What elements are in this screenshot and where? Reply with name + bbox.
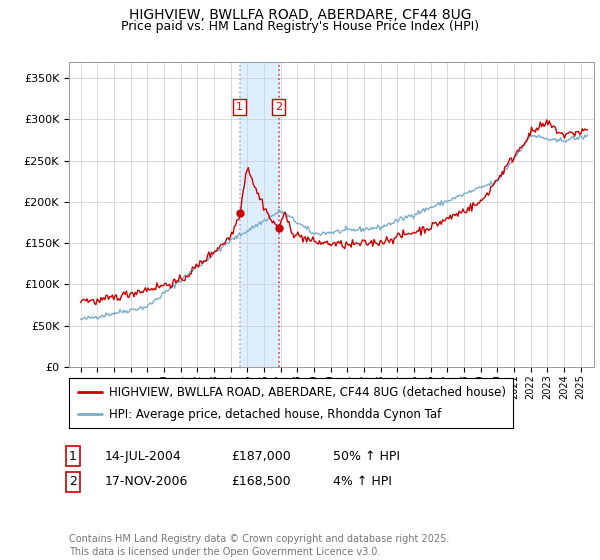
Bar (239, 62, 278, 367)
Text: £187,000: £187,000 (231, 450, 291, 463)
Text: 1: 1 (236, 102, 243, 112)
Text: Contains HM Land Registry data © Crown copyright and database right 2025.
This d: Contains HM Land Registry data © Crown c… (69, 534, 449, 557)
Text: £168,500: £168,500 (231, 475, 290, 488)
Text: 50% ↑ HPI: 50% ↑ HPI (333, 450, 400, 463)
Text: HPI: Average price, detached house, Rhondda Cynon Taf: HPI: Average price, detached house, Rhon… (109, 408, 441, 421)
Text: 4% ↑ HPI: 4% ↑ HPI (333, 475, 392, 488)
Text: 17-NOV-2006: 17-NOV-2006 (105, 475, 188, 488)
Text: 2: 2 (69, 475, 77, 488)
Text: 1: 1 (69, 450, 77, 463)
Text: Price paid vs. HM Land Registry's House Price Index (HPI): Price paid vs. HM Land Registry's House … (121, 20, 479, 32)
Text: 14-JUL-2004: 14-JUL-2004 (105, 450, 182, 463)
Text: HIGHVIEW, BWLLFA ROAD, ABERDARE, CF44 8UG (detached house): HIGHVIEW, BWLLFA ROAD, ABERDARE, CF44 8U… (109, 386, 506, 399)
Text: 2: 2 (275, 102, 282, 112)
Text: HIGHVIEW, BWLLFA ROAD, ABERDARE, CF44 8UG: HIGHVIEW, BWLLFA ROAD, ABERDARE, CF44 8U… (129, 8, 471, 22)
